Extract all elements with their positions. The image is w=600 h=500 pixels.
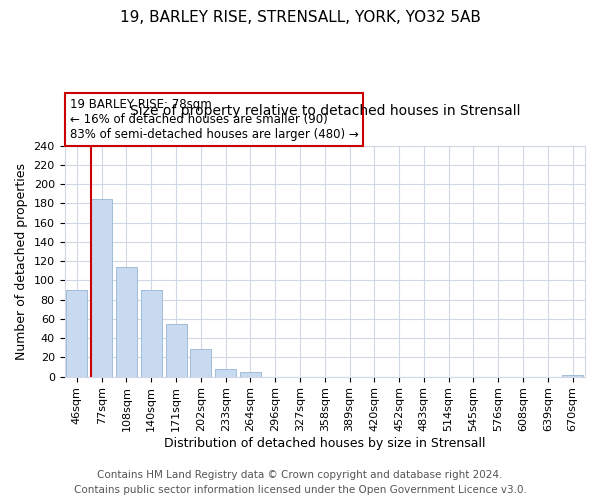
- Text: 19, BARLEY RISE, STRENSALL, YORK, YO32 5AB: 19, BARLEY RISE, STRENSALL, YORK, YO32 5…: [119, 10, 481, 25]
- Bar: [190, 349, 211, 376]
- Text: Contains HM Land Registry data © Crown copyright and database right 2024.
Contai: Contains HM Land Registry data © Crown c…: [74, 470, 526, 495]
- Bar: [67, 290, 88, 376]
- Bar: [240, 372, 261, 376]
- Bar: [215, 369, 236, 376]
- Text: 19 BARLEY RISE: 78sqm
← 16% of detached houses are smaller (90)
83% of semi-deta: 19 BARLEY RISE: 78sqm ← 16% of detached …: [70, 98, 358, 141]
- Bar: [166, 324, 187, 376]
- Title: Size of property relative to detached houses in Strensall: Size of property relative to detached ho…: [130, 104, 520, 118]
- Bar: [116, 267, 137, 376]
- Bar: [562, 375, 583, 376]
- Y-axis label: Number of detached properties: Number of detached properties: [15, 162, 28, 360]
- Bar: [141, 290, 162, 376]
- Bar: [91, 198, 112, 376]
- X-axis label: Distribution of detached houses by size in Strensall: Distribution of detached houses by size …: [164, 437, 485, 450]
